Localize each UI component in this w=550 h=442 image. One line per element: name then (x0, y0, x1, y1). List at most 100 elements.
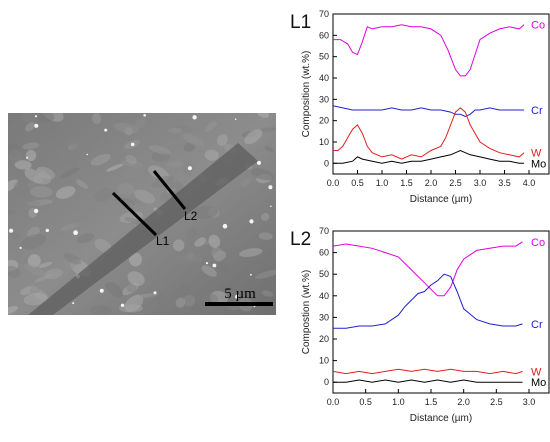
micrograph-grain (128, 252, 143, 267)
micrograph-grain (21, 233, 47, 250)
micrograph-bright-spot (120, 303, 125, 307)
micrograph-grain (194, 237, 206, 247)
series-line-co (333, 24, 525, 77)
x-tick-label: 2.0 (457, 397, 470, 407)
scale-bar-label: 5 µm (224, 286, 256, 302)
y-tick-label: 20 (319, 116, 329, 126)
micrograph-grain (192, 205, 218, 219)
x-tick-label: 1.0 (376, 178, 389, 188)
micrograph-grain (36, 166, 55, 180)
micrograph-grain (59, 223, 78, 232)
micrograph-grain (55, 186, 76, 199)
x-tick-label: 2.5 (449, 178, 462, 188)
micrograph-grain (244, 129, 263, 145)
micrograph-grain (126, 283, 137, 293)
series-line-w (333, 107, 525, 160)
micrograph-grain (63, 159, 79, 167)
micrograph-grain (10, 232, 21, 240)
micrograph-grain (14, 160, 32, 170)
micrograph-grain (77, 233, 95, 244)
y-tick-label: 0 (324, 158, 329, 168)
y-tick-label: 0 (324, 377, 329, 387)
micrograph-bright-spot (45, 228, 49, 233)
micrograph-grain (175, 297, 186, 308)
series-label-co: Co (531, 237, 545, 249)
micrograph-grain (134, 189, 156, 204)
micrograph-grain-band (28, 143, 258, 315)
micrograph-bright-spot (153, 291, 157, 295)
scale-bar (205, 302, 273, 306)
micrograph-bright-spot (192, 115, 197, 120)
x-tick-label: 3.0 (474, 178, 487, 188)
micrograph-grain (8, 265, 21, 278)
y-tick-label: 50 (319, 52, 329, 62)
micrograph-grain (261, 290, 274, 297)
micrograph-grain (8, 208, 16, 214)
micrograph-bright-spot (270, 205, 272, 208)
micrograph-bright-spot (34, 115, 38, 118)
micrograph-bright-spot (73, 230, 78, 236)
micrograph-grain (13, 180, 31, 195)
panel-label: L2 (290, 229, 311, 250)
micrograph-grain (29, 285, 41, 294)
x-axis-label: Distance (µm) (410, 194, 472, 205)
x-tick-label: 1.5 (400, 178, 413, 188)
series-line-cr (333, 273, 523, 329)
x-tick-label: 4.0 (523, 178, 536, 188)
micrograph-grain (258, 232, 273, 240)
micrograph-grain (127, 271, 145, 286)
line-scan-l1-label: L1 (156, 234, 170, 248)
micrograph-grain (76, 179, 88, 189)
y-tick-label: 70 (319, 226, 329, 236)
micrograph-bright-spot (72, 302, 75, 305)
micrograph-grain (125, 154, 137, 165)
line-scan-l2-label: L2 (184, 209, 198, 223)
series-label-mo: Mo (531, 158, 546, 170)
micrograph-grain (34, 273, 53, 283)
y-tick-label: 30 (319, 94, 329, 104)
micrograph-grain (123, 293, 139, 308)
micrograph-bright-spot (130, 142, 135, 147)
x-tick-label: 0.0 (327, 178, 340, 188)
y-tick-label: 60 (319, 248, 329, 258)
y-tick-label: 20 (319, 334, 329, 344)
micrograph-grain (156, 294, 165, 302)
micrograph-grain (63, 253, 82, 265)
series-line-w (332, 368, 523, 375)
micrograph-grain (23, 292, 48, 306)
y-tick-label: 60 (319, 30, 329, 40)
x-tick-label: 3.0 (523, 397, 536, 407)
micrograph-grain (66, 137, 84, 149)
micrograph-grain (178, 282, 192, 295)
micrograph-grain (257, 127, 276, 133)
x-tick-label: 2.5 (490, 397, 503, 407)
micrograph-bright-spot (205, 262, 209, 265)
micrograph-grain (126, 198, 142, 206)
micrograph-grain (201, 265, 217, 277)
y-tick-label: 10 (319, 356, 329, 366)
micrograph-grain (25, 149, 37, 162)
series-label-cr: Cr (531, 319, 543, 331)
micrograph-grain (106, 163, 124, 172)
micrograph-bright-spot (26, 156, 29, 159)
micrograph-grain (92, 113, 102, 125)
micrograph-grain (211, 247, 223, 259)
micrograph-grain (172, 239, 185, 252)
micrograph-bright-spot (235, 294, 240, 299)
micrograph-grain (132, 293, 159, 299)
x-tick-label: 0.5 (351, 178, 364, 188)
micrograph-grain (122, 163, 146, 181)
micrograph-bright-spot (212, 263, 217, 268)
micrograph-grain (218, 262, 230, 274)
micrograph-grain (256, 113, 269, 118)
micrograph-grain (113, 122, 139, 134)
micrograph-bright-spot (143, 114, 146, 117)
panel-label: L1 (290, 12, 311, 33)
micrograph-grain (167, 127, 183, 133)
micrograph-grain (182, 133, 205, 147)
micrograph-bright-spot (250, 273, 252, 276)
micrograph-grain (183, 142, 196, 152)
x-tick-label: 1.0 (392, 397, 405, 407)
micrograph-grain (33, 113, 55, 123)
